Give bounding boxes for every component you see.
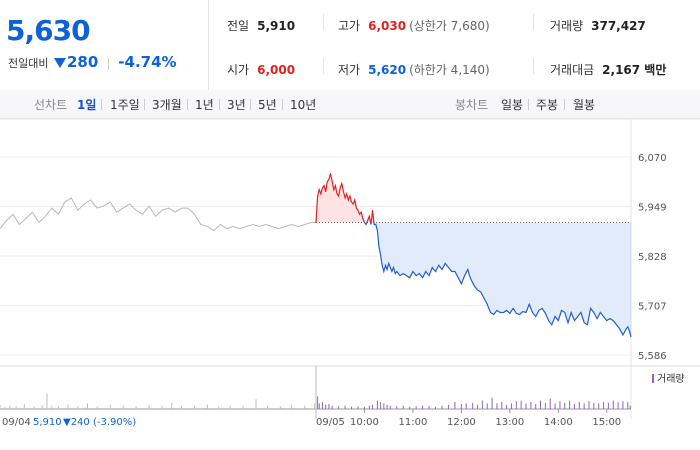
divider (323, 14, 324, 30)
prev-close-value: 5,910 (257, 19, 296, 33)
open-price: 시가 6,000 (227, 61, 295, 78)
trade-amount: 거래대금 2,167 백만 (550, 61, 666, 78)
lower-limit: (하한가 4,140) (409, 63, 490, 77)
low-value: 5,620 (368, 63, 407, 77)
current-price: 5,630 (6, 14, 91, 47)
tab-range-10y[interactable]: 10년 (290, 98, 317, 112)
low-label: 저가 (338, 63, 361, 77)
chart-fills (316, 173, 632, 337)
x-tick-label: 12:00 (447, 417, 476, 428)
volume-legend-swatch (652, 374, 654, 383)
down-arrow-icon (53, 58, 66, 68)
divider (144, 99, 145, 110)
change-amount: 280 (66, 53, 99, 71)
prev-day-close: 5,910 (33, 417, 62, 428)
tab-range-5y[interactable]: 5년 (258, 98, 277, 112)
divider (282, 99, 283, 110)
tab-range-3y[interactable]: 3년 (227, 98, 246, 112)
divider (187, 99, 188, 110)
price-line-down (373, 222, 632, 338)
change-label: 전일대비 (8, 57, 49, 70)
price-line-up (370, 210, 375, 223)
y-tick-label: 6,070 (638, 153, 667, 164)
today-date: 09/05 (316, 417, 345, 428)
x-axis: 10:00 11:00 12:00 13:00 14:00 15:00 (315, 366, 621, 428)
divider (107, 58, 109, 70)
volume-label: 거래량 (550, 19, 584, 33)
price-line-down (369, 222, 372, 225)
prev-day-date: 09/04 (2, 417, 31, 428)
tab-range-1d[interactable]: 1일 (77, 98, 97, 112)
line-chart-label: 선차트 (34, 98, 68, 112)
amount-value: 2,167 백만 (602, 63, 667, 77)
tab-candle-weekly[interactable]: 주봉 (536, 98, 559, 112)
candle-chart-label: 봉차트 (455, 98, 489, 112)
high-price: 고가 6,030 (상한가 7,680) (338, 17, 490, 34)
tab-candle-daily[interactable]: 일봉 (501, 98, 524, 112)
x-tick-label: 10:00 (350, 417, 379, 428)
volume-info: 거래량 377,427 (550, 17, 646, 34)
low-price: 저가 5,620 (하한가 4,140) (338, 61, 490, 78)
chart-lines (0, 173, 632, 338)
up-area-fill (316, 173, 365, 223)
price-box: 5,630 전일대비 280 -4.74% (0, 0, 209, 90)
price-line-down (364, 222, 368, 226)
divider (564, 99, 565, 110)
y-axis: 6,070 5,949 5,828 5,707 5,586 (638, 153, 667, 362)
down-area-fill (373, 222, 631, 337)
x-tick-label: 14:00 (544, 417, 573, 428)
volume-legend: 거래량 (652, 373, 685, 385)
price-line-up (315, 173, 366, 223)
divider (219, 99, 220, 110)
prev-close-label: 전일 (227, 19, 250, 33)
tab-range-1y[interactable]: 1년 (195, 98, 214, 112)
y-tick-label: 5,949 (638, 203, 667, 214)
divider (528, 99, 529, 110)
x-tick-label: 13:00 (495, 417, 524, 428)
divider (101, 99, 102, 110)
x-tick-label: 11:00 (399, 417, 428, 428)
prev-close: 전일 5,910 (227, 17, 295, 34)
change-row: 전일대비 280 -4.74% (8, 53, 177, 71)
volume-legend-label: 거래량 (657, 373, 685, 385)
price-line-up (366, 214, 372, 223)
tab-range-3m[interactable]: 3개월 (152, 98, 182, 112)
y-tick-label: 5,707 (638, 302, 667, 313)
y-tick-label: 5,828 (638, 252, 667, 263)
x-tick-label: 15:00 (592, 417, 621, 428)
chart-tab-bar: 선차트 1일 1주일 3개월 1년 3년 5년 10년 봉차트 일봉 주봉 월봉 (0, 90, 700, 119)
prev-day-change: ▼240 (-3.90%) (63, 417, 136, 428)
open-label: 시가 (227, 63, 250, 77)
divider (533, 58, 534, 74)
high-value: 6,030 (368, 19, 407, 33)
tab-candle-monthly[interactable]: 월봉 (573, 98, 596, 112)
y-tick-label: 5,586 (638, 351, 667, 362)
quote-header: 5,630 전일대비 280 -4.74% 전일 5,910 고가 6,030 (상한… (0, 0, 700, 91)
upper-limit: (상한가 7,680) (409, 19, 490, 33)
price-chart: 6,070 5,949 5,828 5,707 5,586 10:00 11:00 12:0… (0, 119, 700, 428)
volume-value: 377,427 (591, 19, 646, 33)
volume-bars (0, 393, 631, 409)
divider (323, 58, 324, 74)
divider (250, 99, 251, 110)
open-value: 6,000 (257, 63, 296, 77)
amount-label: 거래대금 (550, 63, 595, 77)
high-label: 고가 (338, 19, 361, 33)
change-percent: -4.74% (118, 53, 177, 71)
tab-range-1w[interactable]: 1주일 (110, 98, 140, 112)
divider (533, 14, 534, 30)
prev-day-line (0, 197, 316, 232)
